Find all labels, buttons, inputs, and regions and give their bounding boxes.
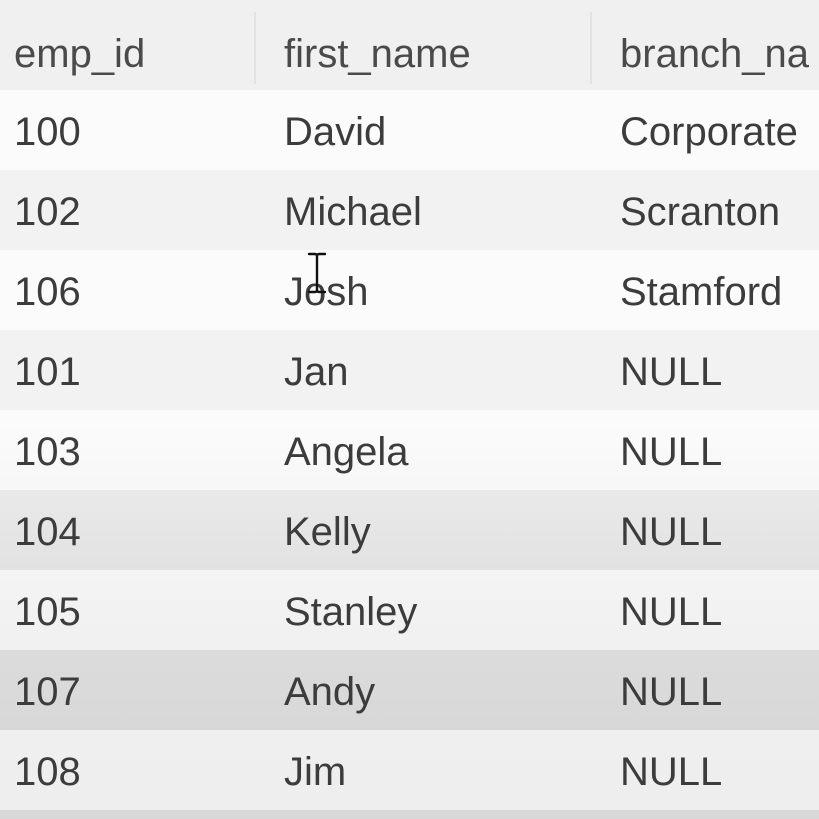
column-divider[interactable] bbox=[590, 12, 592, 84]
table-row[interactable]: 105 Stanley NULL bbox=[0, 570, 819, 650]
table-row[interactable]: 102 Michael Scranton bbox=[0, 170, 819, 250]
cell-emp-id[interactable]: 107 bbox=[14, 670, 81, 714]
cell-emp-id[interactable]: 105 bbox=[14, 590, 81, 634]
cell-first-name[interactable]: Andy bbox=[284, 670, 376, 714]
column-header-emp-id[interactable]: emp_id bbox=[14, 32, 146, 76]
cell-emp-id[interactable]: 100 bbox=[14, 110, 81, 154]
column-header-first-name[interactable]: first_name bbox=[284, 32, 471, 76]
cell-emp-id[interactable]: 106 bbox=[14, 270, 81, 314]
cell-emp-id[interactable]: 108 bbox=[14, 750, 81, 794]
cell-branch-name[interactable]: NULL bbox=[620, 670, 723, 714]
column-header-branch-name[interactable]: branch_na bbox=[620, 32, 810, 76]
cell-emp-id[interactable]: 101 bbox=[14, 350, 81, 394]
cell-branch-name[interactable]: NULL bbox=[620, 430, 723, 474]
cell-first-name[interactable]: Stanley bbox=[284, 590, 418, 634]
cell-emp-id[interactable]: 103 bbox=[14, 430, 81, 474]
table-row[interactable]: 104 Kelly NULL bbox=[0, 490, 819, 570]
cell-branch-name[interactable]: NULL bbox=[620, 750, 723, 794]
cell-branch-name[interactable]: NULL bbox=[620, 590, 723, 634]
cell-first-name[interactable]: Kelly bbox=[284, 510, 371, 554]
cell-first-name[interactable]: Josh bbox=[284, 270, 369, 314]
cell-branch-name[interactable]: Corporate bbox=[620, 110, 798, 154]
text-cursor-icon bbox=[307, 252, 327, 294]
cell-first-name[interactable]: David bbox=[284, 110, 387, 154]
table-row[interactable]: 103 Angela NULL bbox=[0, 410, 819, 490]
cell-first-name[interactable]: Angela bbox=[284, 430, 409, 474]
cell-branch-name[interactable]: NULL bbox=[620, 510, 723, 554]
cell-first-name[interactable]: Jim bbox=[284, 750, 347, 794]
cell-emp-id[interactable]: 104 bbox=[14, 510, 81, 554]
cell-emp-id[interactable]: 102 bbox=[14, 190, 81, 234]
table-header: emp_id first_name branch_na bbox=[0, 0, 819, 90]
cell-branch-name[interactable]: Scranton bbox=[620, 190, 781, 234]
table-row[interactable]: 107 Andy NULL bbox=[0, 650, 819, 730]
table-row[interactable]: 101 Jan NULL bbox=[0, 330, 819, 410]
cell-branch-name[interactable]: Stamford bbox=[620, 270, 783, 314]
cell-first-name[interactable]: Jan bbox=[284, 350, 349, 394]
table-row[interactable]: 100 David Corporate bbox=[0, 90, 819, 170]
cell-first-name[interactable]: Michael bbox=[284, 190, 422, 234]
table-row[interactable]: 108 Jim NULL bbox=[0, 730, 819, 810]
column-divider[interactable] bbox=[254, 12, 256, 84]
table-row[interactable]: 106 Josh Stamford bbox=[0, 250, 819, 330]
cell-branch-name[interactable]: NULL bbox=[620, 350, 723, 394]
